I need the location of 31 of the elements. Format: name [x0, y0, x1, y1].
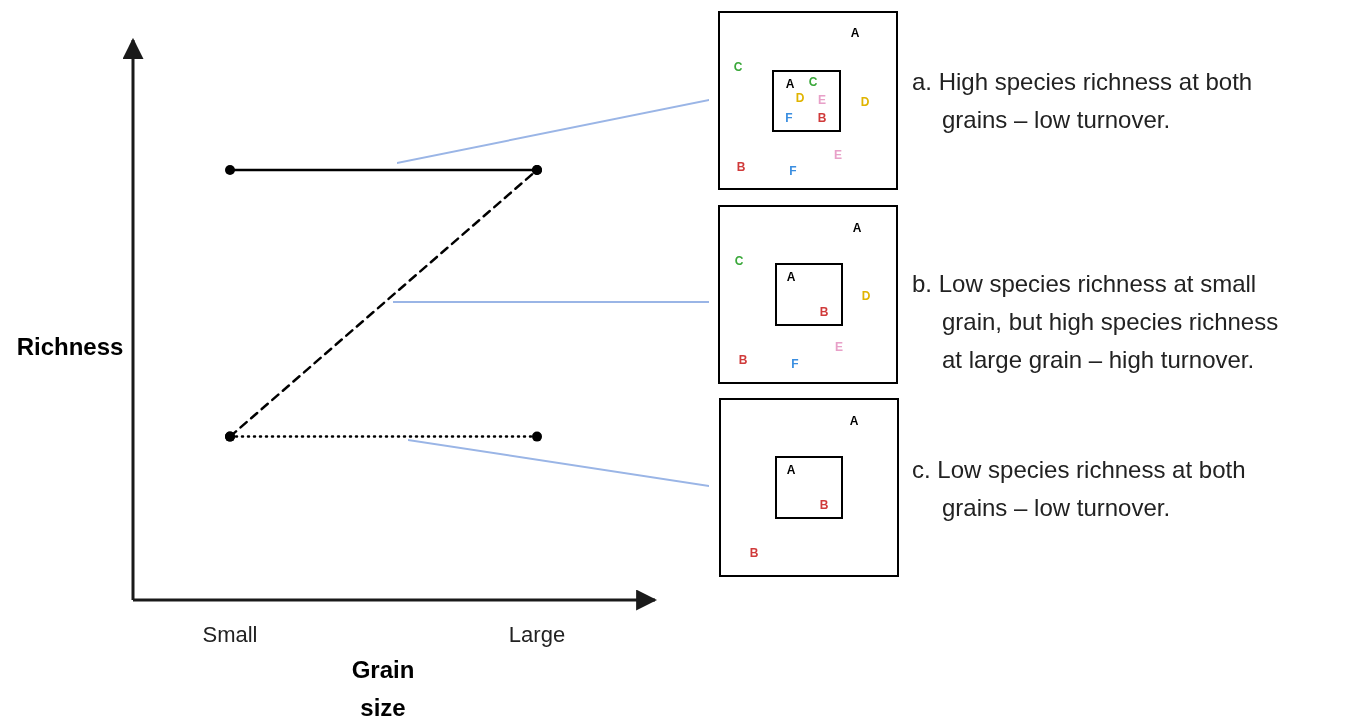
- text: A: [850, 26, 860, 40]
- x-tick-label: Small: [202, 622, 258, 647]
- text: F: [789, 164, 797, 178]
- text: A: [786, 463, 796, 477]
- text: D: [795, 91, 805, 105]
- text: B: [817, 111, 827, 125]
- text: A: [785, 77, 795, 91]
- x-tick-label: Large: [508, 622, 566, 647]
- text: F: [785, 111, 793, 125]
- text: D: [861, 289, 871, 303]
- text: B: [819, 498, 829, 512]
- text: E: [834, 340, 844, 354]
- text: C: [733, 60, 743, 74]
- text: C: [808, 75, 818, 89]
- text: b. Low species richness at small grain, but high species richness at large grain – high turnover.: [912, 270, 1279, 373]
- text: B: [819, 305, 829, 319]
- text: A: [786, 270, 796, 284]
- text: E: [833, 148, 843, 162]
- text: E: [817, 93, 827, 107]
- text: B: [749, 546, 759, 560]
- text: A: [852, 221, 862, 235]
- text: c. Low species richness at both grains – low turnover.: [912, 456, 1246, 521]
- x-axis-title: Grain size: [351, 656, 415, 719]
- text: C: [734, 254, 744, 268]
- y-axis-title: Richness: [16, 333, 124, 360]
- text: a. High species richness at both grains – low turnover.: [912, 68, 1253, 133]
- text: B: [738, 353, 748, 367]
- text: D: [860, 95, 870, 109]
- text: F: [791, 357, 799, 371]
- text: A: [849, 414, 859, 428]
- text: B: [736, 160, 746, 174]
